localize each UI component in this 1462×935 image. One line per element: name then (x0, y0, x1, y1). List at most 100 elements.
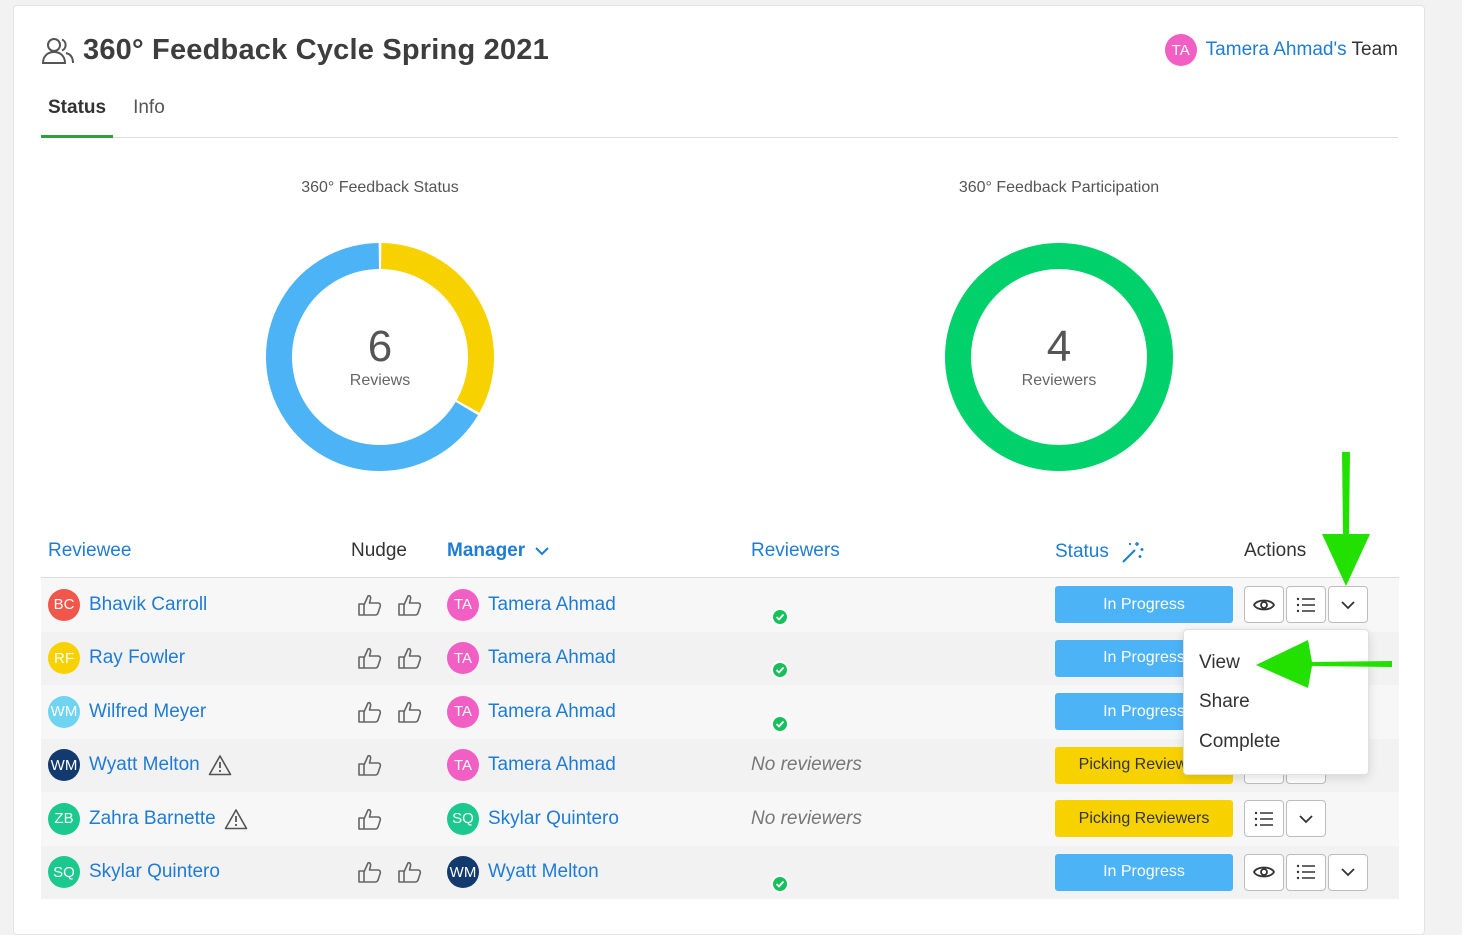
view-button[interactable] (1244, 586, 1284, 623)
nudge-manager-thumb-icon[interactable] (357, 753, 383, 777)
nudge-reviewers-thumb-icon[interactable] (397, 860, 423, 884)
reviewer-avatar[interactable] (751, 695, 789, 733)
nudge-cell (357, 578, 437, 631)
actions-dropdown-menu: View Share Complete (1183, 629, 1369, 775)
reviewer-avatar[interactable] (751, 641, 789, 679)
status-slice-1 (266, 243, 479, 471)
status-cell: In Progress (1055, 578, 1233, 631)
eye-icon (1253, 864, 1275, 880)
manager-name-link[interactable]: Tamera Ahmad (488, 593, 616, 615)
manager-name-link[interactable]: Tamera Ahmad (488, 647, 616, 668)
nudge-manager-thumb-icon[interactable] (357, 646, 383, 670)
status-chart-title: 360° Feedback Status (301, 179, 459, 196)
reviewee-cell: ZB Zahra Barnette (48, 792, 248, 845)
reviewee-name-link[interactable]: Wyatt Melton (89, 754, 200, 775)
chevron-down-icon (535, 547, 549, 556)
nudge-reviewers-thumb-icon[interactable] (397, 646, 423, 670)
actions-cell (1244, 578, 1370, 631)
status-donut-chart: 6 Reviews (265, 242, 495, 472)
nudge-reviewers-thumb-icon[interactable] (397, 593, 423, 617)
status-cell: Picking Reviewers (1055, 792, 1233, 845)
reviewer-avatar[interactable] (751, 855, 789, 893)
manager-cell: WM Wyatt Melton (447, 846, 599, 899)
header-manager-label: Manager (447, 540, 526, 561)
status-badge[interactable]: In Progress (1055, 853, 1233, 891)
manager-name-link[interactable]: Tamera Ahmad (488, 754, 616, 775)
check-icon (771, 875, 789, 893)
details-button[interactable] (1244, 800, 1284, 837)
reviewee-cell: SQ Skylar Quintero (48, 846, 220, 899)
menu-item-view[interactable]: View (1199, 652, 1240, 673)
tab-info[interactable]: Info (133, 97, 165, 118)
reviewers-cell: No reviewers (751, 754, 862, 775)
reviewers-cell (751, 632, 789, 685)
menu-item-complete[interactable]: Complete (1199, 731, 1281, 752)
manager-name-link[interactable]: Skylar Quintero (488, 807, 619, 829)
details-button[interactable] (1286, 853, 1326, 891)
header-actions: Actions (1244, 540, 1307, 561)
avatar: WM (447, 856, 479, 888)
magic-wand-icon[interactable] (1121, 540, 1145, 564)
reviewers-cell (751, 685, 789, 738)
team-owner-link[interactable]: Tamera Ahmad's (1205, 39, 1347, 60)
reviewee-cell: RF Ray Fowler (48, 632, 185, 685)
avatar: WM (48, 749, 80, 781)
table-header: Reviewee Nudge Manager Reviewers Status … (41, 526, 1399, 578)
nudge-manager-thumb-icon[interactable] (357, 700, 383, 724)
list-icon (1296, 864, 1316, 880)
reviewee-name-link[interactable]: Wilfred Meyer (89, 700, 207, 722)
eye-icon (1253, 597, 1275, 613)
chevron-down-icon (1298, 811, 1314, 827)
team-suffix: Team (1346, 39, 1398, 60)
status-total-label: Reviews (349, 372, 411, 389)
nudge-cell (357, 685, 437, 738)
reviewee-name-link[interactable]: Skylar Quintero (89, 861, 220, 882)
reviewee-name-link[interactable]: Zahra Barnette (89, 807, 216, 829)
menu-item-share[interactable]: Share (1199, 691, 1250, 712)
list-icon (1254, 811, 1274, 827)
header-status-label: Status (1055, 541, 1109, 562)
avatar: TA (447, 588, 479, 621)
participation-total-label: Reviewers (1021, 372, 1097, 389)
nudge-manager-thumb-icon[interactable] (357, 593, 383, 617)
reviewers-cell (751, 846, 789, 899)
status-badge[interactable]: Picking Reviewers (1055, 800, 1233, 837)
reviewee-cell: BC Bhavik Carroll (48, 578, 207, 631)
table-row: WM Wyatt Melton TA Tamera Ahmad No reviewers… (41, 738, 1399, 792)
tab-status[interactable]: Status (41, 94, 114, 138)
more-actions-button[interactable] (1286, 800, 1326, 837)
reviewee-name-link[interactable]: Ray Fowler (89, 647, 186, 668)
manager-name-link[interactable]: Tamera Ahmad (488, 700, 616, 722)
nudge-manager-thumb-icon[interactable] (357, 807, 383, 831)
header-reviewers[interactable]: Reviewers (751, 540, 840, 561)
participation-slice-0 (945, 243, 1173, 471)
avatar: TA (447, 642, 479, 674)
check-icon (771, 714, 789, 733)
nudge-cell (357, 792, 397, 845)
status-badge[interactable]: In Progress (1055, 586, 1233, 623)
reviewer-avatar[interactable] (751, 588, 789, 626)
header-status[interactable]: Status (1055, 540, 1145, 564)
avatar: TA (447, 695, 479, 728)
avatar: TA (447, 749, 479, 781)
view-button[interactable] (1244, 853, 1284, 891)
table-row: BC Bhavik Carroll TA Tamera Ahmad In Progres… (41, 578, 1399, 632)
avatar: TA (1164, 34, 1197, 66)
reviewee-name-link[interactable]: Bhavik Carroll (89, 593, 208, 615)
nudge-manager-thumb-icon[interactable] (357, 860, 383, 884)
page-title: 360° Feedback Cycle Spring 2021 (83, 34, 549, 66)
header-reviewee[interactable]: Reviewee (48, 540, 132, 561)
details-button[interactable] (1286, 586, 1326, 623)
participation-chart-title: 360° Feedback Participation (958, 179, 1160, 196)
team-link[interactable]: TA Tamera Ahmad's Team (1164, 34, 1398, 66)
nudge-reviewers-thumb-icon[interactable] (397, 700, 423, 724)
status-cell: In Progress (1055, 846, 1233, 899)
more-actions-button[interactable] (1328, 586, 1368, 623)
avatar: WM (48, 695, 80, 728)
more-actions-button[interactable] (1328, 853, 1368, 891)
reviewers-cell: No reviewers (751, 807, 862, 829)
header-manager[interactable]: Manager (447, 540, 551, 562)
manager-name-link[interactable]: Wyatt Melton (488, 861, 599, 882)
list-icon (1296, 597, 1316, 613)
check-icon (771, 661, 789, 679)
